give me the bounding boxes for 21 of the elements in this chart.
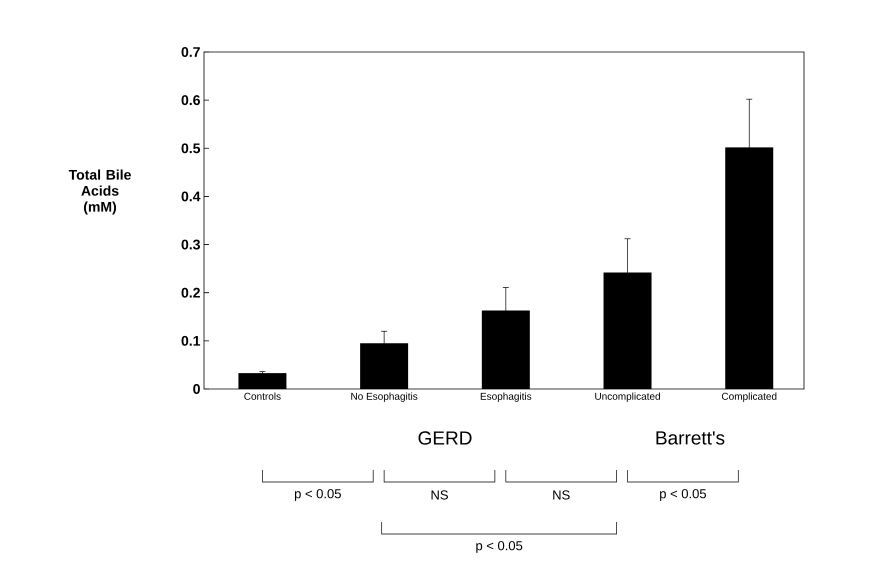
y-tick-label: 0.6	[182, 95, 200, 106]
text: p < 0.05	[294, 489, 341, 501]
x-tick-label: Controls	[244, 392, 281, 400]
y-tick-label: 0.3	[182, 240, 200, 250]
x-tick-label: Complicated	[722, 392, 776, 402]
x-tick-label: Esophagitis	[480, 392, 532, 402]
y-tick-label: 0	[193, 384, 200, 394]
y-tick-label: 0.7	[182, 47, 200, 57]
text: NS	[553, 490, 570, 500]
text: GERD	[418, 431, 472, 445]
text: NS	[432, 490, 448, 500]
x-tick-label: No Esophagitis	[351, 392, 418, 402]
y-axis-title: Total Bile Acids (mM)	[68, 169, 131, 215]
text: Barrett's	[656, 431, 724, 445]
y-tick-label: 0.4	[182, 191, 200, 202]
text: p < 0.05	[660, 489, 706, 501]
y-tick-label: 0.2	[182, 288, 200, 298]
y-tick-label: 0.5	[182, 143, 200, 154]
text: p < 0.05	[476, 541, 522, 553]
x-tick-label: Uncomplicated	[595, 392, 660, 402]
y-tick-label: 0.1	[182, 336, 200, 346]
